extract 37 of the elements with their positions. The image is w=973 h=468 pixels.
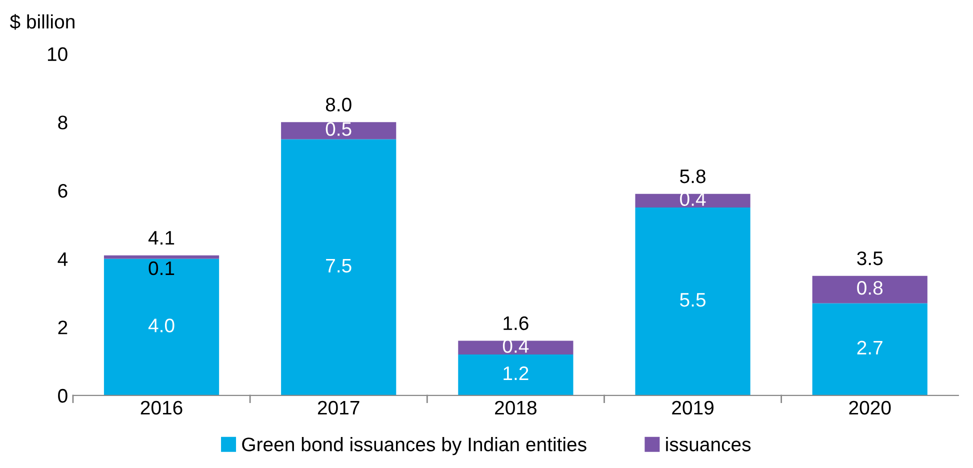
data-label: 1.2 <box>504 366 528 380</box>
data-label: 2.7 <box>857 340 882 354</box>
total-label: 4.1 <box>148 231 174 245</box>
y-tick-label: 2 <box>58 320 68 334</box>
total-label: 1.6 <box>504 316 528 330</box>
y-tick-label: 0 <box>58 388 68 403</box>
bar <box>635 208 750 396</box>
bar <box>104 255 220 259</box>
bar <box>458 354 574 396</box>
bar <box>281 139 396 396</box>
y-tick-label: 4 <box>58 252 68 266</box>
y-tick-label: 6 <box>58 184 68 198</box>
bar <box>281 122 396 140</box>
x-tick-label: 2018 <box>495 400 536 415</box>
data-label: 0.8 <box>857 281 883 295</box>
x-tick-label: 2019 <box>672 400 714 415</box>
data-label: 0.5 <box>326 122 352 136</box>
total-label: 5.8 <box>680 169 706 184</box>
bar <box>635 194 750 208</box>
y-tick-label: 8 <box>58 116 68 130</box>
y-tick-label: 10 <box>48 47 68 62</box>
total-label: 8.0 <box>326 98 352 112</box>
bar <box>458 340 574 354</box>
bar <box>812 276 928 304</box>
x-tick-label: 2016 <box>140 400 182 415</box>
x-tick-label: 2017 <box>318 400 360 415</box>
legend-label: issuances <box>666 437 751 452</box>
x-tick-label: 2020 <box>849 400 891 415</box>
data-label: 5.5 <box>680 293 706 307</box>
bar <box>104 258 220 396</box>
data-label: 4.0 <box>148 318 174 332</box>
legend-label: Green bond issuances by Indian entities <box>242 437 586 456</box>
bar <box>812 303 928 396</box>
data-label: 0.1 <box>148 261 174 276</box>
total-label: 3.5 <box>857 251 883 266</box>
data-label: 7.5 <box>326 258 352 273</box>
y-axis-title: $ billion <box>10 14 74 30</box>
